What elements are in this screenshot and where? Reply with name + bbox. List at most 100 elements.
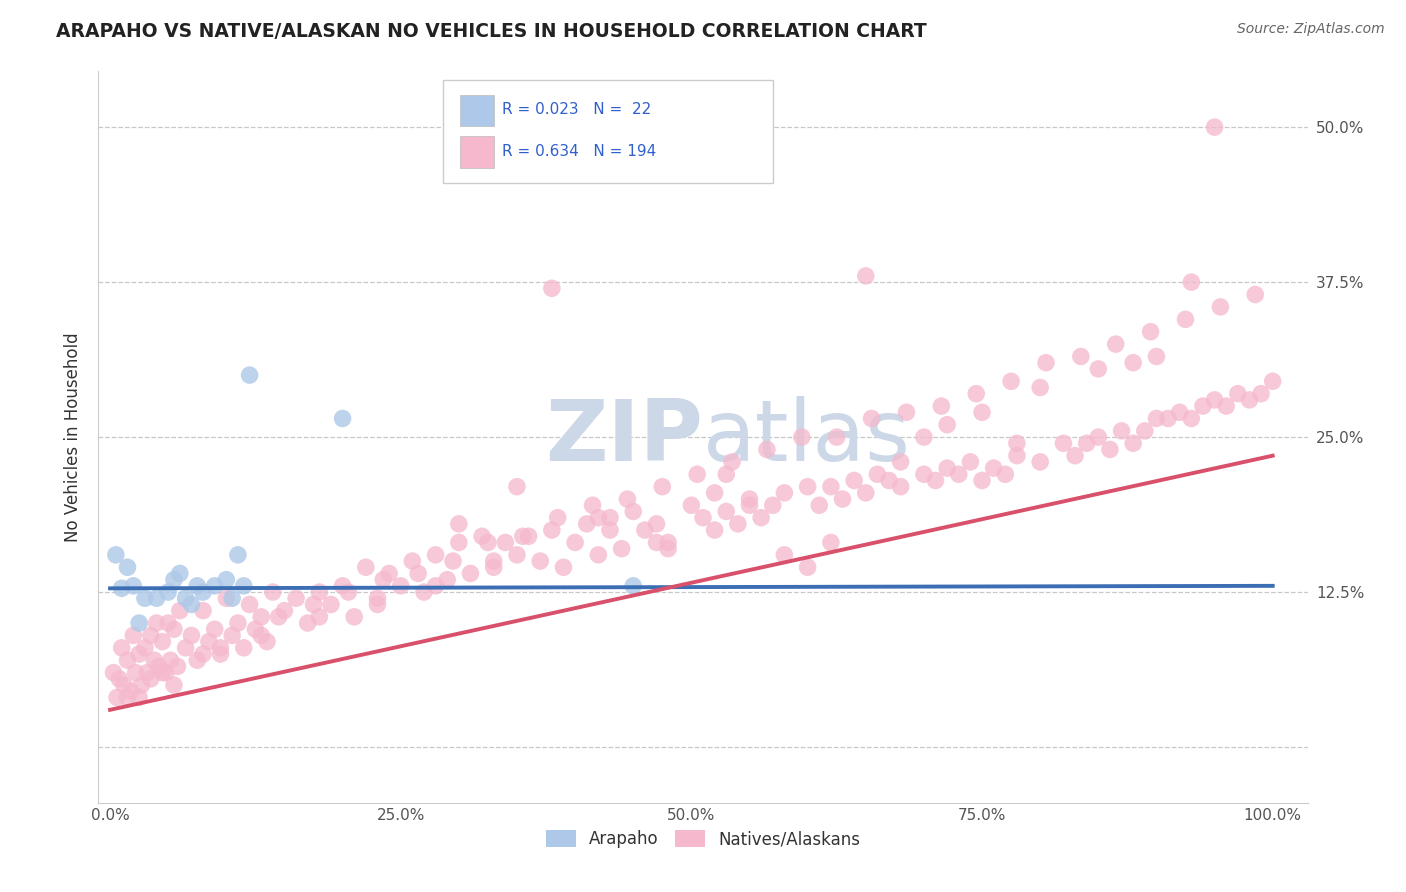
Point: [111, 582, 134, 596]
Point: [1174, 312, 1197, 326]
Point: [1000, 374, 1022, 388]
Point: [912, 430, 935, 444]
Point: [337, 585, 360, 599]
Point: [651, 480, 673, 494]
Point: [204, 622, 226, 636]
Point: [1052, 436, 1074, 450]
Point: [860, 411, 883, 425]
Point: [117, 653, 139, 667]
Point: [105, 690, 128, 705]
Point: [128, 647, 150, 661]
Point: [319, 598, 342, 612]
Point: [157, 615, 180, 630]
Point: [831, 491, 853, 506]
Text: atlas: atlas: [703, 395, 911, 479]
Text: R = 0.634   N = 194: R = 0.634 N = 194: [502, 145, 657, 159]
Point: [117, 560, 139, 574]
Point: [855, 486, 877, 500]
Point: [621, 504, 644, 518]
Point: [844, 474, 866, 488]
Point: [599, 510, 621, 524]
Point: [948, 467, 970, 482]
Point: [936, 417, 959, 432]
Text: R = 0.023   N =  22: R = 0.023 N = 22: [502, 103, 651, 117]
Point: [1087, 430, 1109, 444]
Point: [1244, 287, 1267, 301]
Point: [1139, 325, 1161, 339]
Point: [262, 585, 284, 599]
Point: [174, 591, 197, 606]
Point: [112, 678, 135, 692]
Point: [1035, 356, 1057, 370]
Point: [143, 653, 166, 667]
Point: [645, 516, 668, 531]
Point: [912, 467, 935, 482]
Point: [738, 498, 761, 512]
Point: [896, 405, 918, 419]
Point: [599, 523, 621, 537]
Point: [1204, 392, 1226, 407]
Point: [145, 615, 167, 630]
Point: [136, 665, 159, 680]
Point: [970, 474, 993, 488]
Point: [924, 474, 946, 488]
Point: [616, 491, 638, 506]
Point: [108, 672, 131, 686]
Point: [820, 535, 842, 549]
Point: [517, 529, 540, 543]
Point: [354, 560, 377, 574]
Point: [250, 628, 273, 642]
Point: [716, 504, 738, 518]
Point: [512, 529, 534, 543]
Point: [588, 548, 610, 562]
Text: Source: ZipAtlas.com: Source: ZipAtlas.com: [1237, 22, 1385, 37]
Point: [716, 467, 738, 482]
Point: [866, 467, 889, 482]
Point: [308, 610, 330, 624]
Point: [1070, 350, 1092, 364]
Point: [855, 268, 877, 283]
Point: [890, 480, 912, 494]
Point: [773, 548, 796, 562]
Point: [959, 455, 981, 469]
Point: [790, 430, 813, 444]
Point: [1168, 405, 1191, 419]
Point: [256, 634, 278, 648]
Point: [169, 604, 191, 618]
Point: [447, 516, 470, 531]
Point: [425, 548, 447, 562]
Point: [482, 560, 505, 574]
Point: [366, 591, 388, 606]
Point: [553, 560, 575, 574]
Point: [581, 498, 603, 512]
Point: [232, 579, 254, 593]
Point: [657, 541, 679, 556]
Point: [198, 634, 221, 648]
Point: [1180, 411, 1202, 425]
Point: [703, 486, 725, 500]
Point: [540, 523, 562, 537]
Point: [245, 622, 267, 636]
Point: [128, 690, 150, 705]
Point: [1209, 300, 1232, 314]
Point: [762, 498, 785, 512]
Point: [1076, 436, 1098, 450]
Point: [122, 579, 145, 593]
Point: [808, 498, 831, 512]
Point: [1122, 436, 1144, 450]
Point: [1226, 386, 1249, 401]
Point: [117, 690, 139, 705]
Point: [111, 640, 134, 655]
Point: [134, 591, 156, 606]
Point: [103, 665, 125, 680]
Point: [139, 672, 162, 686]
Point: [1105, 337, 1128, 351]
Point: [494, 535, 516, 549]
Point: [163, 622, 186, 636]
Point: [477, 535, 499, 549]
Point: [1157, 411, 1180, 425]
Point: [191, 604, 214, 618]
Point: [150, 665, 173, 680]
Point: [1180, 275, 1202, 289]
Point: [634, 523, 657, 537]
